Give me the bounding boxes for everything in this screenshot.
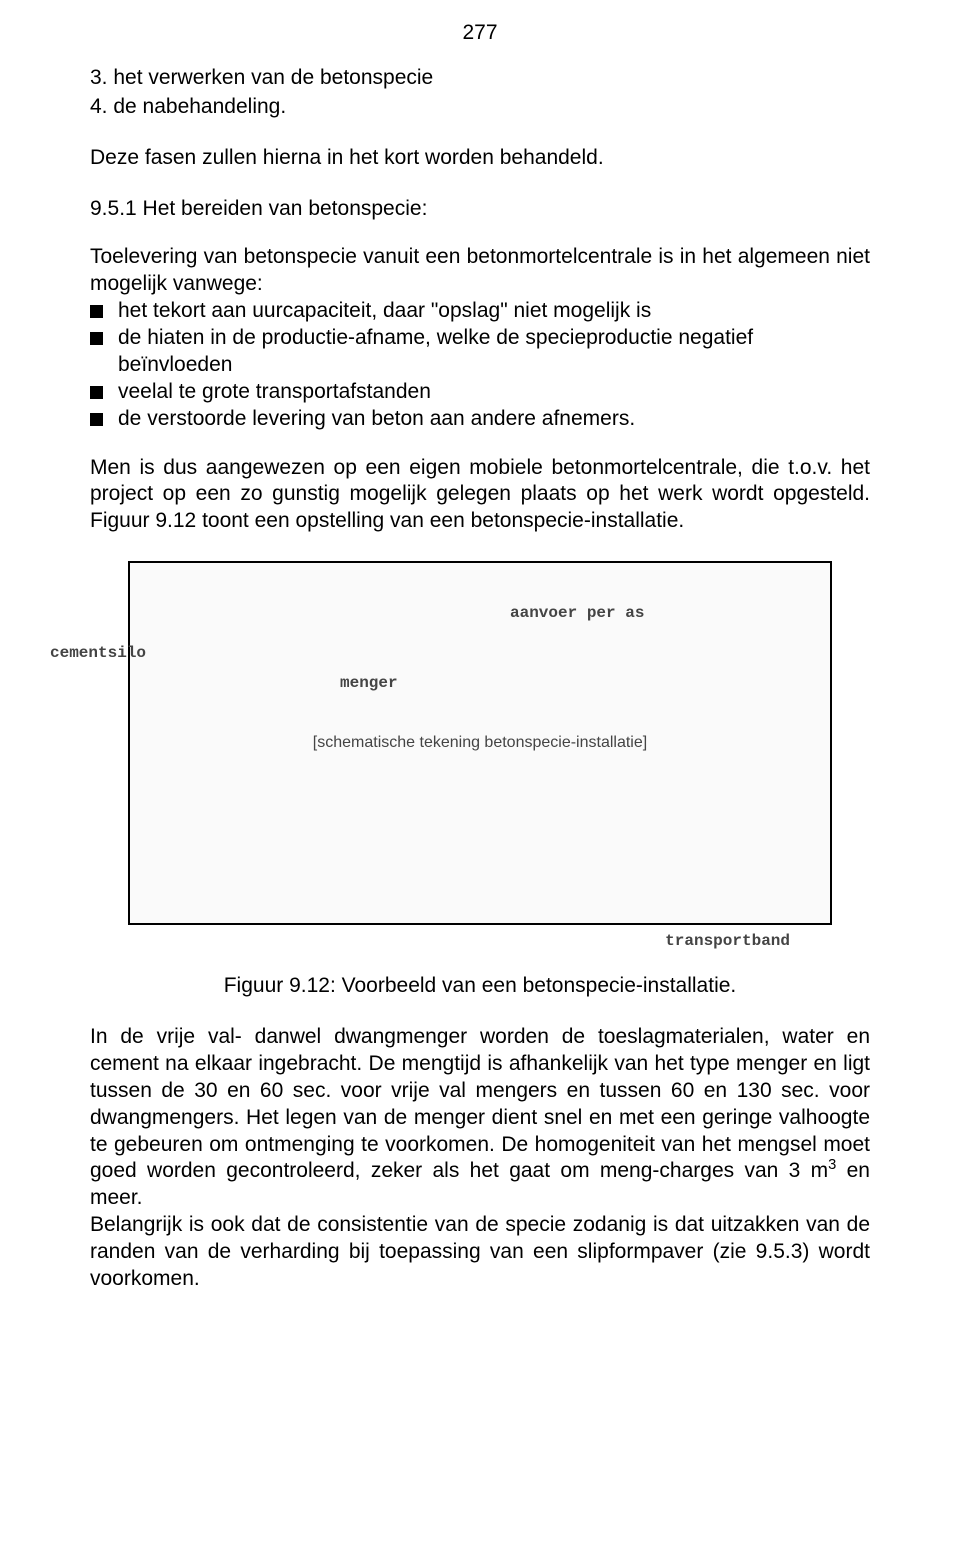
numbered-item-4: 4. de nabehandeling. <box>90 94 870 121</box>
figure-image-placeholder: [schematische tekening betonspecie-insta… <box>128 561 832 925</box>
bullet-item: de hiaten in de productie-afname, welke … <box>90 325 870 379</box>
closing-paragraph-2: Belangrijk is ook dat de consistentie va… <box>90 1212 870 1293</box>
figure-label-menger: menger <box>340 673 398 693</box>
numbered-item-3: 3. het verwerken van de betonspecie <box>90 65 870 92</box>
section-lead: Toelevering van betonspecie vanuit een b… <box>90 244 870 298</box>
document-page: 277 3. het verwerken van de betonspecie … <box>0 0 960 1333</box>
bullet-list: het tekort aan uurcapaciteit, daar "opsl… <box>90 298 870 432</box>
figure-caption: Figuur 9.12: Voorbeeld van een betonspec… <box>90 973 870 1000</box>
para-after-bullets: Men is dus aangewezen op een eigen mobie… <box>90 455 870 536</box>
closing-paragraph-1: In de vrije val- danwel dwangmenger word… <box>90 1024 870 1212</box>
section-heading: 9.5.1 Het bereiden van betonspecie: <box>90 196 870 223</box>
bullet-item: veelal te grote transportafstanden <box>90 379 870 406</box>
bullet-item: het tekort aan uurcapaciteit, daar "opsl… <box>90 298 870 325</box>
figure-placeholder-text: [schematische tekening betonspecie-insta… <box>313 733 647 753</box>
intro-sentence: Deze fasen zullen hierna in het kort wor… <box>90 145 870 172</box>
page-number: 277 <box>90 20 870 47</box>
figure-label-transportband: transportband <box>665 931 790 951</box>
bullet-item: de verstoorde levering van beton aan and… <box>90 406 870 433</box>
figure-label-aanvoer: aanvoer per as <box>510 603 644 623</box>
figure-container: [schematische tekening betonspecie-insta… <box>90 561 870 925</box>
figure-label-cementsilo: cementsilo <box>50 643 146 663</box>
closing-p1-text-before: In de vrije val- danwel dwangmenger word… <box>90 1025 870 1182</box>
